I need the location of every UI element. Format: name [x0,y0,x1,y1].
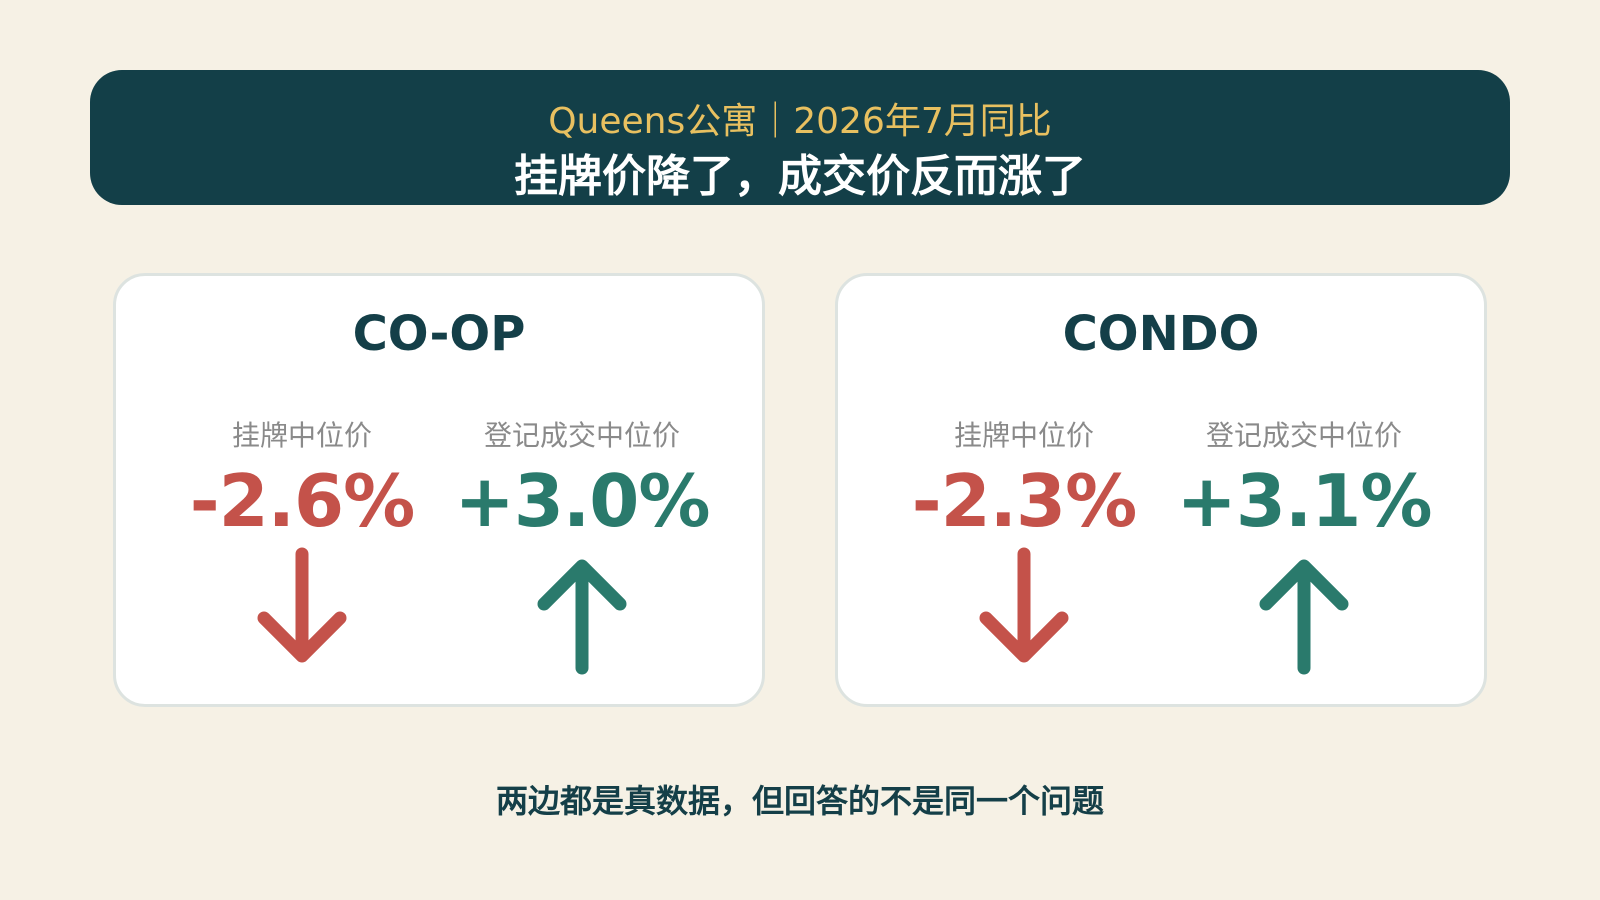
metric: 挂牌中位价 -2.6% [152,416,452,676]
metric: 挂牌中位价 -2.3% [874,416,1174,676]
metric-value: +3.0% [454,459,710,543]
header: Queens公寓｜2026年7月同比 挂牌价降了，成交价反而涨了 [90,70,1510,205]
arrow-path [1259,559,1349,675]
metric-label: 挂牌中位价 [231,419,372,452]
arrow-down [257,547,347,663]
footer: 两边都是真数据，但回答的不是同一个问题 [495,782,1104,820]
card: CO-OP 挂牌中位价 -2.6% 登记成交中位价 +3.0% [113,273,765,707]
metric-value: +3.1% [1176,459,1432,543]
title: 挂牌价降了，成交价反而涨了 [514,151,1086,202]
card-title: CO-OP [352,306,526,362]
arrow-up [1259,559,1349,675]
metric-value: -2.6% [189,459,416,543]
metric-value: -2.3% [911,459,1138,543]
arrow-down [979,547,1069,663]
arrow-path [257,547,347,663]
metric-label: 登记成交中位价 [483,419,680,452]
arrow-up [537,559,627,675]
arrow-path [979,547,1069,663]
metric: 登记成交中位价 +3.1% [1154,416,1454,676]
subtitle: Queens公寓｜2026年7月同比 [548,101,1052,142]
metric-label: 登记成交中位价 [1205,419,1402,452]
metric: 登记成交中位价 +3.0% [432,416,732,676]
card-title: CONDO [1062,306,1260,362]
metric-label: 挂牌中位价 [953,419,1094,452]
arrow-path [537,559,627,675]
card: CONDO 挂牌中位价 -2.3% 登记成交中位价 +3.1% [835,273,1487,707]
